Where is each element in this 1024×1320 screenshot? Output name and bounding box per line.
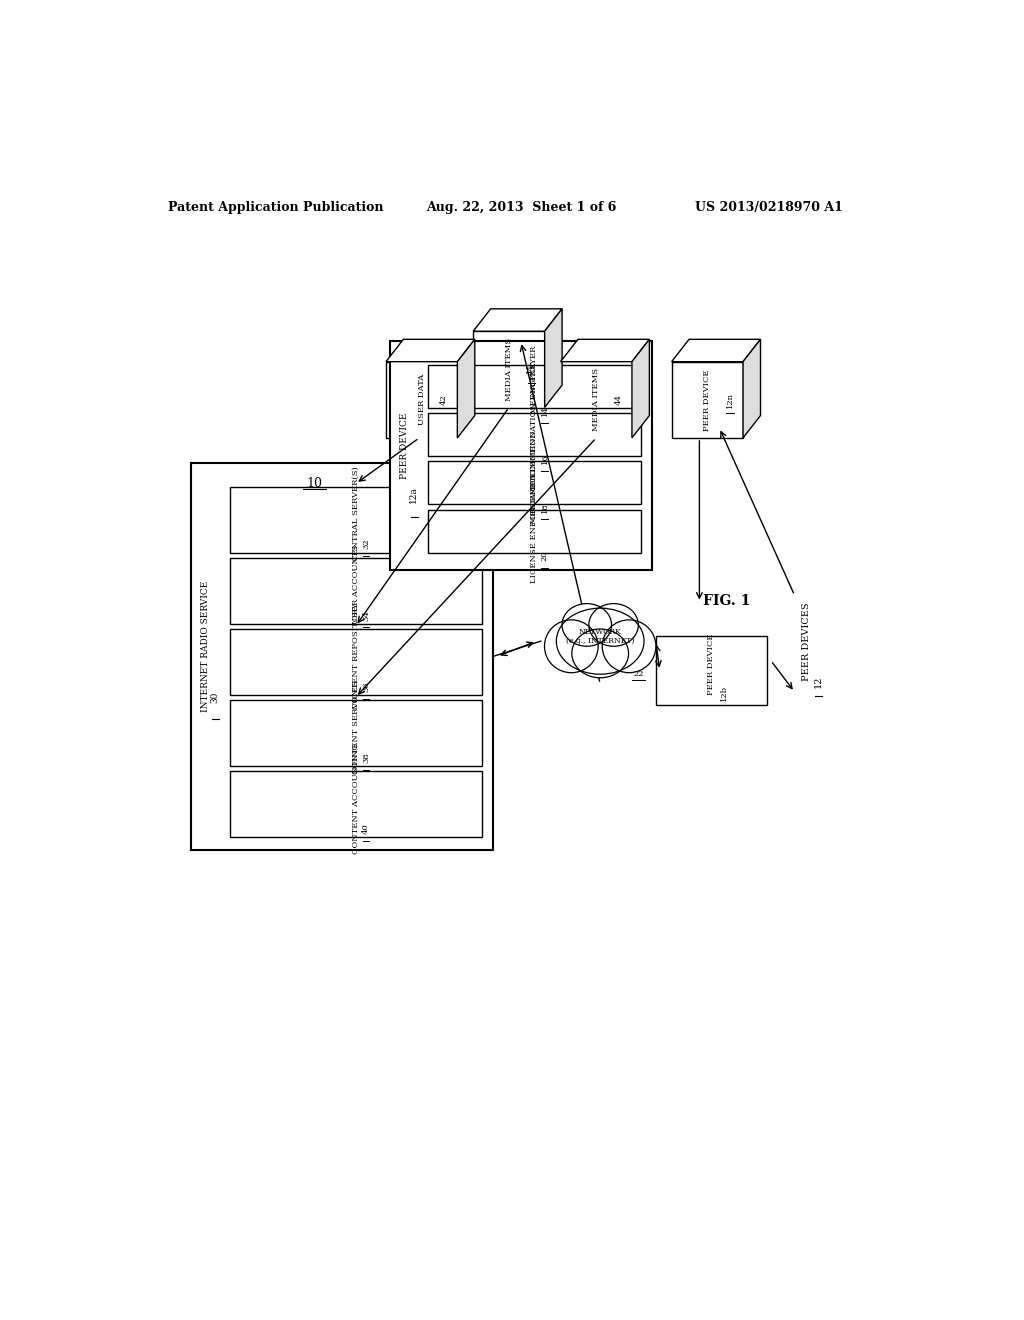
FancyBboxPatch shape [473, 331, 545, 408]
Text: MEDIA COLLECTION: MEDIA COLLECTION [530, 430, 539, 524]
Text: 10: 10 [306, 477, 323, 490]
Text: PEER DEVICE: PEER DEVICE [703, 370, 712, 430]
Text: MEDIA PLAYER: MEDIA PLAYER [530, 346, 539, 414]
Text: 44: 44 [614, 395, 623, 405]
Text: 12n: 12n [726, 392, 733, 408]
Polygon shape [473, 309, 562, 331]
Text: CONTENT REPOSITORY: CONTENT REPOSITORY [352, 603, 359, 709]
Text: 42: 42 [440, 395, 447, 405]
Text: 34: 34 [362, 610, 370, 620]
Text: Patent Application Publication: Patent Application Publication [168, 201, 383, 214]
FancyBboxPatch shape [386, 362, 458, 438]
Text: 22: 22 [633, 669, 643, 677]
Text: 14: 14 [541, 405, 549, 416]
Text: 12b: 12b [720, 685, 728, 701]
Text: CONTENT ACCOUNTING: CONTENT ACCOUNTING [352, 743, 359, 854]
Text: MEDIA ITEMS: MEDIA ITEMS [592, 368, 600, 432]
FancyBboxPatch shape [428, 510, 641, 553]
Text: INTERNET RADIO SERVICE: INTERNET RADIO SERVICE [202, 581, 210, 711]
FancyBboxPatch shape [428, 364, 641, 408]
Polygon shape [458, 339, 475, 438]
Text: 30: 30 [211, 692, 220, 702]
Text: PEER DEVICES: PEER DEVICES [802, 602, 811, 681]
Ellipse shape [571, 630, 629, 677]
Text: Aug. 22, 2013  Sheet 1 of 6: Aug. 22, 2013 Sheet 1 of 6 [426, 201, 616, 214]
Polygon shape [672, 339, 761, 362]
Text: 16: 16 [541, 454, 549, 465]
Ellipse shape [562, 603, 611, 647]
Text: 36: 36 [362, 681, 370, 692]
Polygon shape [386, 339, 475, 362]
Text: 18: 18 [541, 502, 549, 512]
FancyBboxPatch shape [229, 700, 482, 766]
FancyBboxPatch shape [428, 413, 641, 457]
Ellipse shape [589, 603, 638, 647]
FancyBboxPatch shape [191, 463, 494, 850]
FancyBboxPatch shape [229, 771, 482, 837]
Ellipse shape [545, 620, 598, 673]
Ellipse shape [556, 609, 644, 675]
Text: PEER DEVICE: PEER DEVICE [399, 412, 409, 479]
Text: 44: 44 [527, 364, 536, 375]
FancyBboxPatch shape [560, 362, 632, 438]
Text: 38: 38 [362, 752, 370, 763]
FancyBboxPatch shape [655, 636, 767, 705]
Text: RECOMMENDATION ENGINE: RECOMMENDATION ENGINE [530, 363, 539, 494]
Text: 12a: 12a [410, 486, 418, 503]
Text: CONTENT SERVICES: CONTENT SERVICES [352, 680, 359, 774]
Text: PEER DEVICE: PEER DEVICE [708, 634, 716, 696]
Text: US 2013/0218970 A1: US 2013/0218970 A1 [695, 201, 844, 214]
Text: MEDIA ITEMS: MEDIA ITEMS [505, 338, 513, 401]
Text: 12: 12 [814, 676, 823, 688]
Polygon shape [632, 339, 649, 438]
Text: CENTRAL SERVER(S): CENTRAL SERVER(S) [352, 466, 359, 561]
Polygon shape [560, 339, 649, 362]
Text: 40: 40 [362, 824, 370, 834]
FancyBboxPatch shape [428, 461, 641, 504]
Text: USER DATA: USER DATA [418, 374, 426, 425]
FancyBboxPatch shape [672, 362, 743, 438]
Text: 20: 20 [541, 550, 549, 561]
Ellipse shape [602, 620, 656, 673]
Polygon shape [743, 339, 761, 438]
Text: LICENSE ENFORCEMENT: LICENSE ENFORCEMENT [530, 467, 539, 583]
Text: NETWORK
(e.g., INTERNET): NETWORK (e.g., INTERNET) [566, 627, 635, 644]
Polygon shape [545, 309, 562, 408]
FancyBboxPatch shape [229, 487, 482, 553]
FancyBboxPatch shape [229, 558, 482, 624]
Text: USER ACCOUNTS: USER ACCOUNTS [352, 545, 359, 624]
Text: FIG. 1: FIG. 1 [703, 594, 751, 607]
Text: 32: 32 [362, 539, 370, 549]
FancyBboxPatch shape [229, 630, 482, 696]
FancyBboxPatch shape [390, 342, 652, 570]
